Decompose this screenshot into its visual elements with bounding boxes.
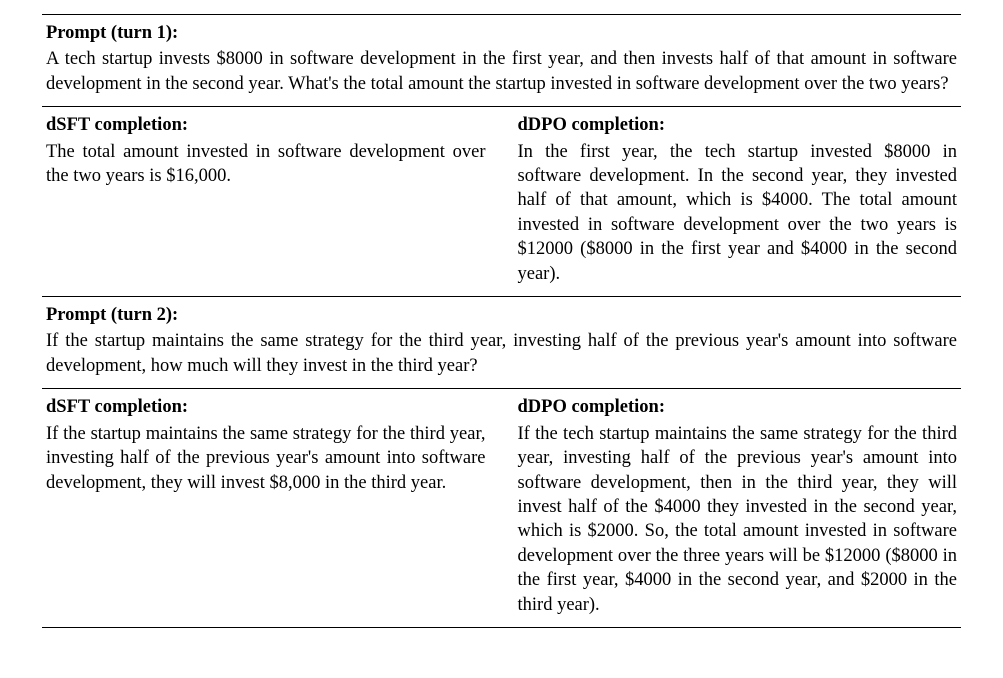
ddpo-2-title: dDPO completion: xyxy=(518,395,958,419)
row-2-right: dDPO completion: If the tech startup mai… xyxy=(502,395,958,617)
prompt-1-block: Prompt (turn 1): A tech startup invests … xyxy=(42,15,961,106)
row-2: dSFT completion: If the startup maintain… xyxy=(42,389,961,627)
dsft-1-body: The total amount invested in software de… xyxy=(46,140,486,189)
ddpo-2-body: If the tech startup maintains the same s… xyxy=(518,422,958,617)
prompt-2-body: If the startup maintains the same strate… xyxy=(46,329,957,378)
ddpo-1-body: In the first year, the tech startup inve… xyxy=(518,140,958,286)
row-1-right: dDPO completion: In the first year, the … xyxy=(502,113,958,286)
prompt-1-title: Prompt (turn 1): xyxy=(46,21,957,45)
comparison-table: Prompt (turn 1): A tech startup invests … xyxy=(42,14,961,628)
bottom-rule xyxy=(42,627,961,628)
prompt-2-title: Prompt (turn 2): xyxy=(46,303,957,327)
dsft-2-title: dSFT completion: xyxy=(46,395,486,419)
prompt-1-body: A tech startup invests $8000 in software… xyxy=(46,47,957,96)
ddpo-1-title: dDPO completion: xyxy=(518,113,958,137)
row-1-left: dSFT completion: The total amount invest… xyxy=(46,113,502,286)
row-2-left: dSFT completion: If the startup maintain… xyxy=(46,395,502,617)
prompt-1-title-text: Prompt (turn 1): xyxy=(46,23,178,43)
dsft-1-title: dSFT completion: xyxy=(46,113,486,137)
row-1: dSFT completion: The total amount invest… xyxy=(42,107,961,296)
dsft-2-body: If the startup maintains the same strate… xyxy=(46,422,486,495)
prompt-2-title-text: Prompt (turn 2): xyxy=(46,305,178,325)
prompt-2-block: Prompt (turn 2): If the startup maintain… xyxy=(42,297,961,388)
